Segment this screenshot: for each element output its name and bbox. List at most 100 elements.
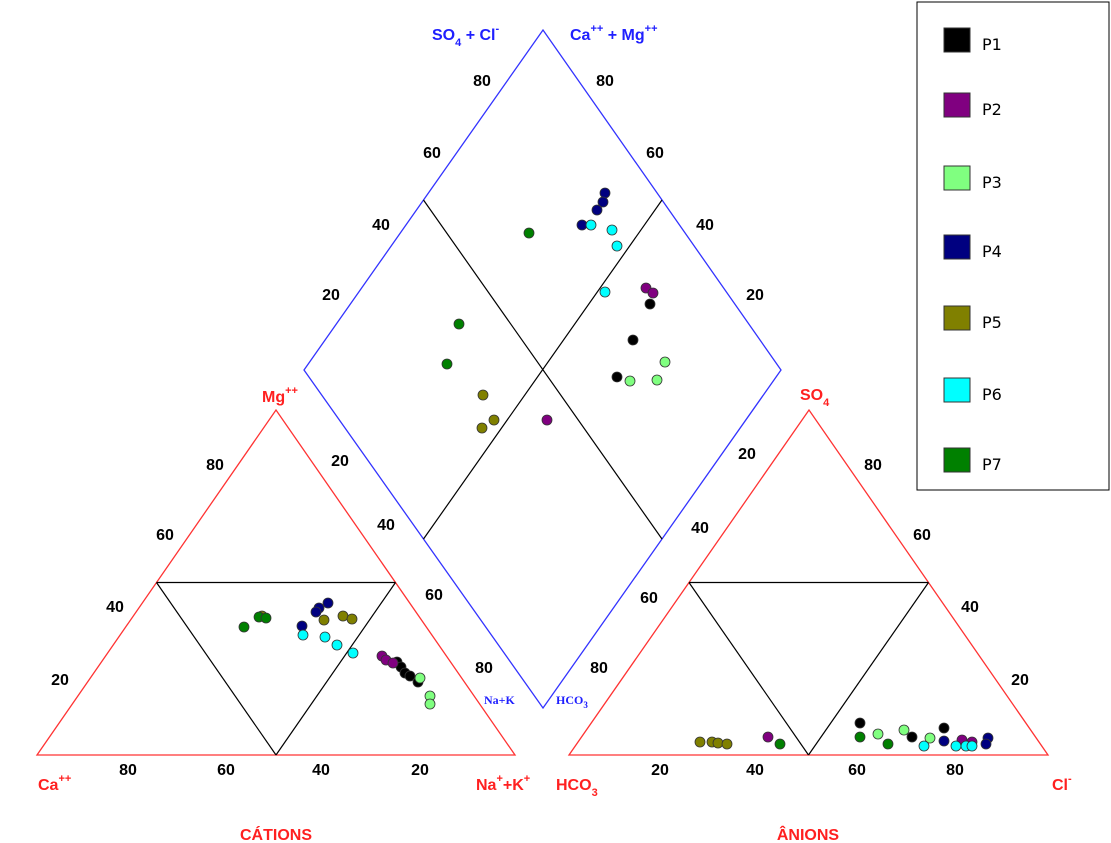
- anion-left-tick: 60: [640, 590, 658, 607]
- cation-bottom-tick: 20: [411, 762, 429, 779]
- diamond-label-bottom-right: HCO3: [556, 693, 588, 710]
- legend-label-p5: P5: [982, 313, 1002, 332]
- anion-right-tick: 20: [1011, 672, 1029, 689]
- point-p2-diamond: [541, 414, 553, 426]
- point-p1-anion: [938, 722, 950, 734]
- point-p4-diamond: [599, 187, 611, 199]
- diamond-upper-right-tick: 60: [646, 145, 664, 162]
- cation-bottom-tick: 80: [119, 762, 137, 779]
- legend-swatch-p2: [943, 92, 971, 118]
- cation-right-tick: 80: [475, 660, 493, 677]
- legend-swatch-p7: [943, 447, 971, 473]
- cation-left-tick: 20: [51, 672, 69, 689]
- anion-inner-left: [688, 582, 809, 756]
- diamond-inner-2: [423, 199, 663, 540]
- anion-vertex-right: Cl-: [1052, 773, 1072, 794]
- anion-bottom-tick: 20: [651, 762, 669, 779]
- diamond-upper-right-tick: 20: [746, 287, 764, 304]
- anion-title: ÂNIONS: [777, 825, 840, 843]
- legend-label-p2: P2: [982, 100, 1002, 119]
- legend-swatch-p3: [943, 165, 971, 191]
- point-p6-cation: [347, 647, 359, 659]
- point-p1-anion: [854, 717, 866, 729]
- anion-right-tick: 60: [913, 527, 931, 544]
- anion-right-tick: 40: [961, 599, 979, 616]
- diamond-label-bottom-left: Na+K: [484, 693, 516, 707]
- point-p3-anion: [898, 724, 910, 736]
- point-p5-anion: [694, 736, 706, 748]
- point-p7-anion: [774, 738, 786, 750]
- diamond-upper-left-tick: 60: [423, 145, 441, 162]
- cation-bottom-tick: 60: [217, 762, 235, 779]
- cation-left-tick: 60: [156, 527, 174, 544]
- point-p1-diamond: [627, 334, 639, 346]
- point-p4-diamond: [597, 196, 609, 208]
- point-p1-diamond: [644, 298, 656, 310]
- axis-labels: Ca++ Mg++ Na++K+ HCO3 SO4 Cl- SO4 + Cl- Ca++ + …: [38, 23, 1072, 843]
- anion-bottom-tick: 40: [746, 762, 764, 779]
- anion-left-tick: 80: [590, 660, 608, 677]
- point-p5-diamond: [477, 389, 489, 401]
- point-p1-anion: [906, 731, 918, 743]
- point-p4-anion: [938, 735, 950, 747]
- legend-swatch-p1: [943, 27, 971, 53]
- legend-label-p6: P6: [982, 385, 1002, 404]
- diamond-upper-right-tick: 40: [696, 217, 714, 234]
- point-p3-cation: [414, 672, 426, 684]
- point-p7-diamond: [523, 227, 535, 239]
- point-p6-anion: [918, 740, 930, 752]
- anion-left-tick: 20: [738, 446, 756, 463]
- cation-inner-left: [156, 582, 277, 756]
- point-p3-diamond: [659, 356, 671, 368]
- diamond-label-top-left: SO4 + Cl-: [432, 23, 499, 49]
- cation-left-tick: 40: [106, 599, 124, 616]
- point-p6-anion: [950, 740, 962, 752]
- point-p6-cation: [297, 629, 309, 641]
- anion-vertex-left: HCO3: [556, 777, 598, 799]
- data-points: [238, 187, 994, 752]
- cation-inner-right: [275, 582, 396, 756]
- point-p5-anion: [712, 737, 724, 749]
- point-p5-cation: [318, 614, 330, 626]
- point-p3-diamond: [651, 374, 663, 386]
- point-p7-cation: [260, 612, 272, 624]
- diamond: [303, 28, 782, 710]
- point-p3-anion: [872, 728, 884, 740]
- cation-bottom-tick: 40: [312, 762, 330, 779]
- point-p5-diamond: [488, 414, 500, 426]
- point-p7-anion: [882, 738, 894, 750]
- point-p4-cation: [322, 597, 334, 609]
- point-p5-diamond: [476, 422, 488, 434]
- anion-vertex-top: SO4: [800, 387, 830, 409]
- legend-swatch-p6: [943, 377, 971, 403]
- diamond-upper-right-tick: 80: [596, 73, 614, 90]
- legend-swatch-p5: [943, 305, 971, 331]
- diamond-upper-left-tick: 40: [372, 217, 390, 234]
- point-p4-cation: [296, 620, 308, 632]
- anion-right-tick: 80: [864, 457, 882, 474]
- cation-right-tick: 40: [377, 517, 395, 534]
- cation-right-tick: 20: [331, 453, 349, 470]
- diamond-upper-left-tick: 20: [322, 287, 340, 304]
- anion-bottom-tick: 80: [946, 762, 964, 779]
- cation-title: CÁTIONS: [240, 825, 312, 843]
- point-p4-diamond: [591, 204, 603, 216]
- point-p7-diamond: [441, 358, 453, 370]
- point-p3-cation: [424, 698, 436, 710]
- point-p2-diamond: [647, 287, 659, 299]
- cation-vertex-left: Ca++: [38, 773, 71, 794]
- point-p6-cation: [331, 639, 343, 651]
- legend-label-p4: P4: [982, 242, 1002, 261]
- cation-right-tick: 60: [425, 587, 443, 604]
- diamond-upper-left-tick: 80: [473, 73, 491, 90]
- cation-left-tick: 80: [206, 457, 224, 474]
- point-p6-cation: [319, 631, 331, 643]
- point-p3-diamond: [624, 375, 636, 387]
- point-p7-diamond: [453, 318, 465, 330]
- legend: P1 P2 P3 P4 P5 P6 P7: [916, 1, 1110, 491]
- point-p6-diamond: [606, 224, 618, 236]
- cation-vertex-top: Mg++: [262, 385, 298, 406]
- anion-bottom-tick: 60: [848, 762, 866, 779]
- diamond-label-top-right: Ca++ + Mg++: [570, 23, 658, 44]
